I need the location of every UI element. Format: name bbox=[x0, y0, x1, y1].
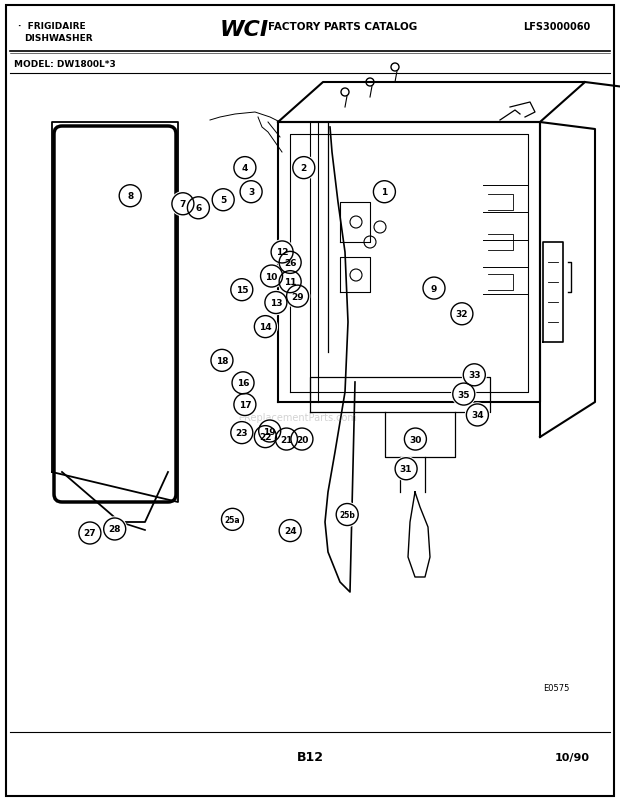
Circle shape bbox=[286, 285, 309, 309]
Text: 24: 24 bbox=[284, 526, 296, 536]
Circle shape bbox=[450, 302, 474, 326]
Text: 19: 19 bbox=[264, 427, 276, 436]
Text: 27: 27 bbox=[84, 529, 96, 538]
Text: 18: 18 bbox=[216, 356, 228, 366]
Text: 22: 22 bbox=[259, 432, 272, 442]
Circle shape bbox=[211, 188, 235, 213]
Circle shape bbox=[233, 393, 257, 417]
Text: eReplacementParts.com: eReplacementParts.com bbox=[238, 412, 357, 422]
Circle shape bbox=[171, 192, 195, 217]
Text: 10: 10 bbox=[265, 272, 278, 282]
Circle shape bbox=[404, 427, 427, 452]
Text: 2: 2 bbox=[301, 164, 307, 173]
Circle shape bbox=[233, 156, 257, 180]
Text: 7: 7 bbox=[180, 200, 186, 209]
Text: E0575: E0575 bbox=[544, 683, 570, 692]
Circle shape bbox=[452, 383, 476, 407]
Circle shape bbox=[260, 265, 283, 289]
Circle shape bbox=[254, 315, 277, 339]
Text: 14: 14 bbox=[259, 322, 272, 332]
Circle shape bbox=[103, 517, 126, 541]
Text: 17: 17 bbox=[239, 400, 251, 410]
Text: 28: 28 bbox=[108, 525, 121, 534]
Text: DISHWASHER: DISHWASHER bbox=[24, 34, 92, 43]
Text: 25a: 25a bbox=[224, 515, 241, 525]
Text: B12: B12 bbox=[296, 751, 324, 764]
Circle shape bbox=[258, 419, 281, 444]
Text: 3: 3 bbox=[248, 188, 254, 197]
Circle shape bbox=[290, 427, 314, 452]
Circle shape bbox=[118, 184, 142, 209]
Text: 1: 1 bbox=[381, 188, 388, 197]
Circle shape bbox=[278, 270, 302, 294]
Circle shape bbox=[78, 521, 102, 545]
Circle shape bbox=[230, 278, 254, 302]
Text: 33: 33 bbox=[468, 371, 481, 380]
Text: MODEL: DW1800L*3: MODEL: DW1800L*3 bbox=[14, 60, 116, 69]
Circle shape bbox=[254, 425, 277, 449]
Circle shape bbox=[275, 427, 298, 452]
Circle shape bbox=[373, 180, 396, 205]
Text: 13: 13 bbox=[270, 298, 282, 308]
Text: 8: 8 bbox=[127, 192, 133, 201]
Text: 12: 12 bbox=[276, 248, 288, 257]
Circle shape bbox=[231, 371, 255, 395]
Text: 29: 29 bbox=[291, 292, 304, 302]
Text: 15: 15 bbox=[236, 286, 248, 295]
Text: 21: 21 bbox=[280, 435, 293, 444]
Text: 35: 35 bbox=[458, 390, 470, 399]
Text: 9: 9 bbox=[431, 284, 437, 294]
Circle shape bbox=[292, 156, 316, 180]
Text: 20: 20 bbox=[296, 435, 308, 444]
Text: 23: 23 bbox=[236, 428, 248, 438]
Text: WCI: WCI bbox=[220, 20, 269, 40]
Text: 5: 5 bbox=[220, 196, 226, 205]
Text: 16: 16 bbox=[237, 379, 249, 388]
Circle shape bbox=[270, 241, 294, 265]
Circle shape bbox=[264, 291, 288, 315]
Circle shape bbox=[239, 180, 263, 205]
Text: 31: 31 bbox=[400, 464, 412, 474]
Circle shape bbox=[278, 251, 302, 275]
Text: 26: 26 bbox=[284, 258, 296, 268]
Circle shape bbox=[463, 363, 486, 387]
Text: ·  FRIGIDAIRE: · FRIGIDAIRE bbox=[18, 22, 86, 31]
Text: 4: 4 bbox=[242, 164, 248, 173]
Circle shape bbox=[278, 519, 302, 543]
Circle shape bbox=[221, 508, 244, 532]
Circle shape bbox=[210, 349, 234, 373]
Circle shape bbox=[335, 503, 359, 527]
Circle shape bbox=[466, 403, 489, 427]
Text: 11: 11 bbox=[284, 277, 296, 287]
Circle shape bbox=[422, 277, 446, 301]
Text: FACTORY PARTS CATALOG: FACTORY PARTS CATALOG bbox=[268, 22, 417, 32]
Circle shape bbox=[187, 196, 210, 221]
Circle shape bbox=[230, 421, 254, 445]
Text: 32: 32 bbox=[456, 310, 468, 319]
Circle shape bbox=[394, 457, 418, 481]
Text: LFS3000060: LFS3000060 bbox=[523, 22, 590, 32]
Text: 10/90: 10/90 bbox=[555, 752, 590, 762]
Text: 30: 30 bbox=[409, 435, 422, 444]
Text: 34: 34 bbox=[471, 411, 484, 420]
Text: 25b: 25b bbox=[339, 510, 355, 520]
Text: 6: 6 bbox=[195, 204, 202, 213]
